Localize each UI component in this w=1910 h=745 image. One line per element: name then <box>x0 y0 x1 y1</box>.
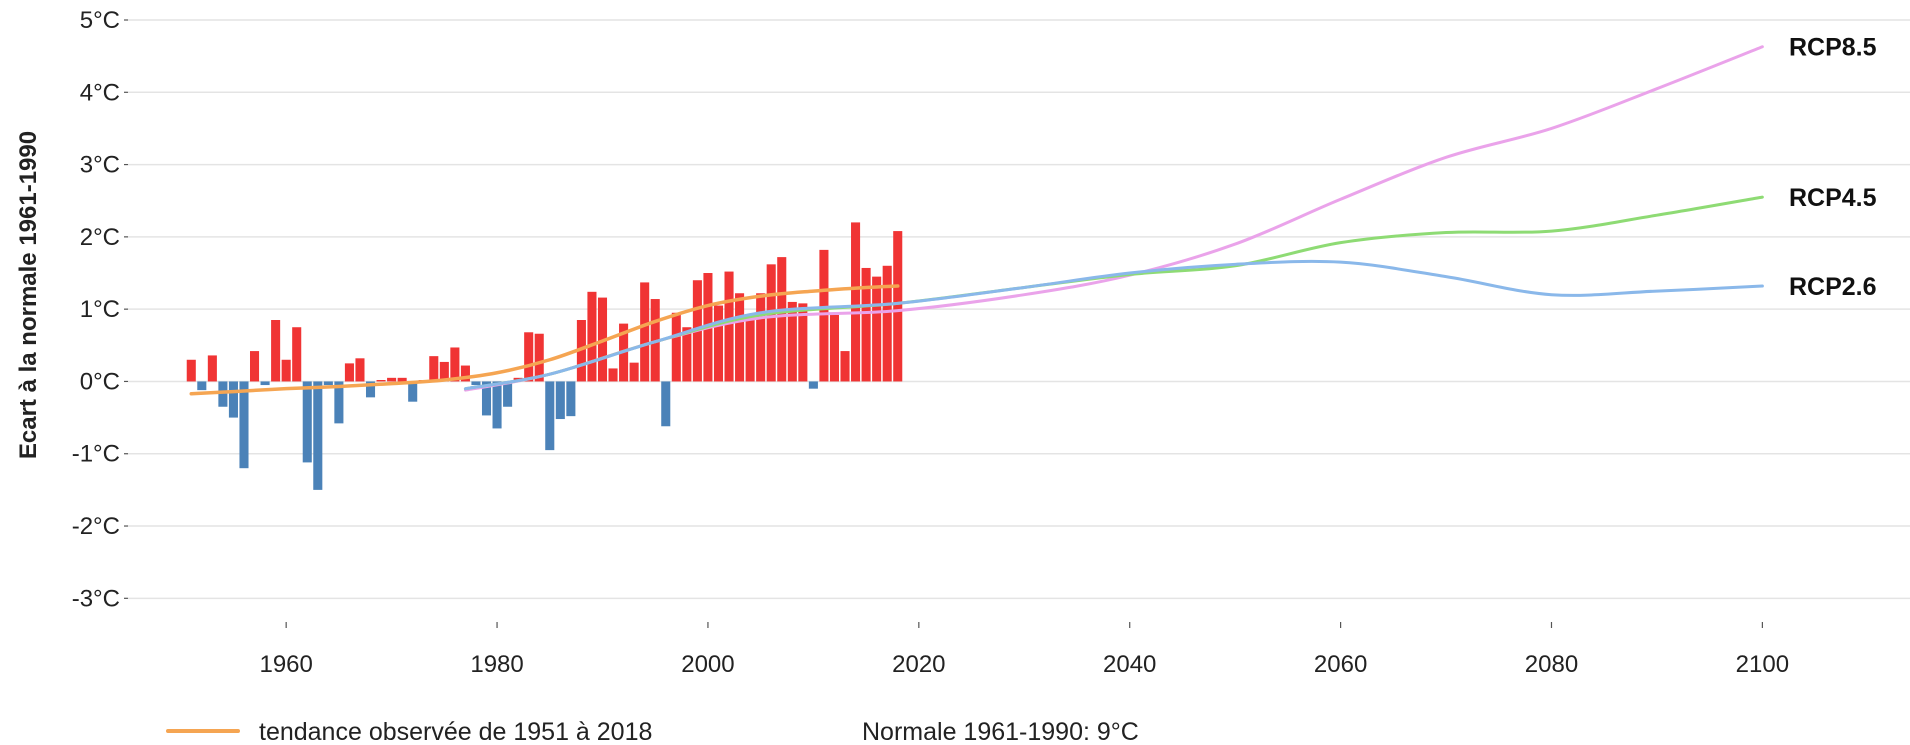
series-lines <box>189 45 1764 396</box>
y-tick-label: -1°C <box>72 441 120 468</box>
positive-anomaly-bar <box>777 257 787 382</box>
positive-anomaly-bar <box>671 312 681 382</box>
x-tick-label: 1960 <box>259 651 312 678</box>
legend-trend-label: tendance observée de 1951 à 2018 <box>259 718 652 745</box>
series-label-rcp26: RCP2.6 <box>1789 273 1877 301</box>
negative-anomaly-bar <box>566 381 576 417</box>
positive-anomaly-bar <box>735 293 745 382</box>
series-end-labels: RCP8.5 RCP4.5 RCP2.6 <box>1789 34 1877 301</box>
positive-anomaly-bar <box>861 267 871 382</box>
negative-anomaly-bar <box>481 381 492 416</box>
series-label-rcp85: RCP8.5 <box>1789 34 1877 62</box>
positive-anomaly-bar <box>271 320 281 382</box>
positive-anomaly-bar <box>829 314 840 382</box>
positive-anomaly-bar <box>376 380 386 382</box>
negative-anomaly-bar <box>197 381 207 391</box>
positive-anomaly-bar <box>787 301 797 382</box>
negative-anomaly-bar <box>365 381 376 398</box>
positive-anomaly-bar <box>397 377 407 382</box>
positive-anomaly-bar <box>460 365 470 382</box>
line-rcp26 <box>463 259 1764 391</box>
y-tick-label: 1°C <box>80 296 120 323</box>
positive-anomaly-bar <box>524 332 534 382</box>
y-axis-title: Ecart à la normale 1961-1990 <box>15 131 42 459</box>
positive-anomaly-bar <box>292 327 302 382</box>
grid-lines <box>128 19 1910 600</box>
positive-anomaly-bar <box>819 249 829 382</box>
positive-anomaly-bar <box>682 327 692 382</box>
positive-anomaly-bar <box>281 359 291 382</box>
x-tick-label: 2040 <box>1103 651 1156 678</box>
negative-anomaly-bar <box>555 381 565 420</box>
positive-anomaly-bar <box>872 276 882 382</box>
x-tick-label: 2060 <box>1314 651 1367 678</box>
positive-anomaly-bar <box>756 293 766 382</box>
negative-anomaly-bar <box>808 381 818 389</box>
series-label-rcp45: RCP4.5 <box>1789 184 1877 212</box>
negative-anomaly-bar <box>313 381 323 490</box>
negative-anomaly-bar <box>661 381 671 427</box>
negative-anomaly-bar <box>503 381 513 407</box>
negative-anomaly-bar <box>545 381 555 451</box>
negative-anomaly-bar <box>471 381 481 386</box>
y-tick-label: 0°C <box>80 368 120 395</box>
legend-normal-note: Normale 1961-1990: 9°C <box>862 718 1139 745</box>
positive-anomaly-bar <box>587 291 597 382</box>
positive-anomaly-bar <box>629 362 639 382</box>
negative-anomaly-bar <box>302 381 312 463</box>
positive-anomaly-bar <box>249 351 260 382</box>
positive-anomaly-bar <box>640 282 650 382</box>
y-axis-ticks: 5°C 4°C 3°C 2°C 1°C 0°C -1°C -2°C -3°C <box>72 7 128 612</box>
negative-anomaly-bar <box>323 381 333 386</box>
x-tick-label: 2020 <box>892 651 945 678</box>
negative-anomaly-bar <box>218 381 228 407</box>
y-tick-label: -3°C <box>72 585 120 612</box>
positive-anomaly-bar <box>344 363 354 382</box>
positive-anomaly-bar <box>893 231 903 382</box>
negative-anomaly-bar <box>260 381 270 386</box>
x-axis-ticks: 1960 1980 2000 2020 2040 2060 2080 2100 <box>259 622 1789 678</box>
trend-line <box>189 284 900 396</box>
y-tick-label: 2°C <box>80 224 120 251</box>
positive-anomaly-bar <box>745 314 755 382</box>
y-tick-label: 4°C <box>80 79 120 106</box>
x-tick-label: 1980 <box>470 651 523 678</box>
positive-anomaly-bar <box>882 265 892 382</box>
negative-anomaly-bar <box>408 381 418 402</box>
positive-anomaly-bar <box>387 377 397 382</box>
positive-anomaly-bar <box>439 361 449 382</box>
y-tick-label: 5°C <box>80 7 120 34</box>
positive-anomaly-bar <box>766 264 776 382</box>
positive-anomaly-bar <box>798 303 808 382</box>
positive-anomaly-bar <box>186 359 196 382</box>
y-tick-label: -2°C <box>72 513 120 540</box>
positive-anomaly-bar <box>355 358 365 382</box>
positive-anomaly-bar <box>429 356 439 382</box>
x-tick-label: 2100 <box>1736 651 1789 678</box>
negative-anomaly-bar <box>334 381 344 424</box>
x-tick-label: 2080 <box>1525 651 1578 678</box>
negative-anomaly-bar <box>228 381 238 418</box>
positive-anomaly-bar <box>576 320 586 382</box>
positive-anomaly-bar <box>851 222 861 382</box>
negative-anomaly-bar <box>239 381 249 469</box>
positive-anomaly-bar <box>450 347 460 382</box>
line-rcp45 <box>463 195 1764 391</box>
anomaly-bars <box>186 222 903 490</box>
positive-anomaly-bar <box>534 333 544 382</box>
y-tick-label: 3°C <box>80 152 120 179</box>
positive-anomaly-bar <box>713 305 724 382</box>
positive-anomaly-bar <box>840 351 850 382</box>
positive-anomaly-bar <box>608 368 618 382</box>
negative-anomaly-bar <box>492 381 502 429</box>
positive-anomaly-bar <box>724 271 734 382</box>
legend: tendance observée de 1951 à 2018 Normale… <box>166 718 1139 745</box>
positive-anomaly-bar <box>207 355 217 382</box>
line-rcp85 <box>463 45 1764 392</box>
x-tick-label: 2000 <box>681 651 734 678</box>
